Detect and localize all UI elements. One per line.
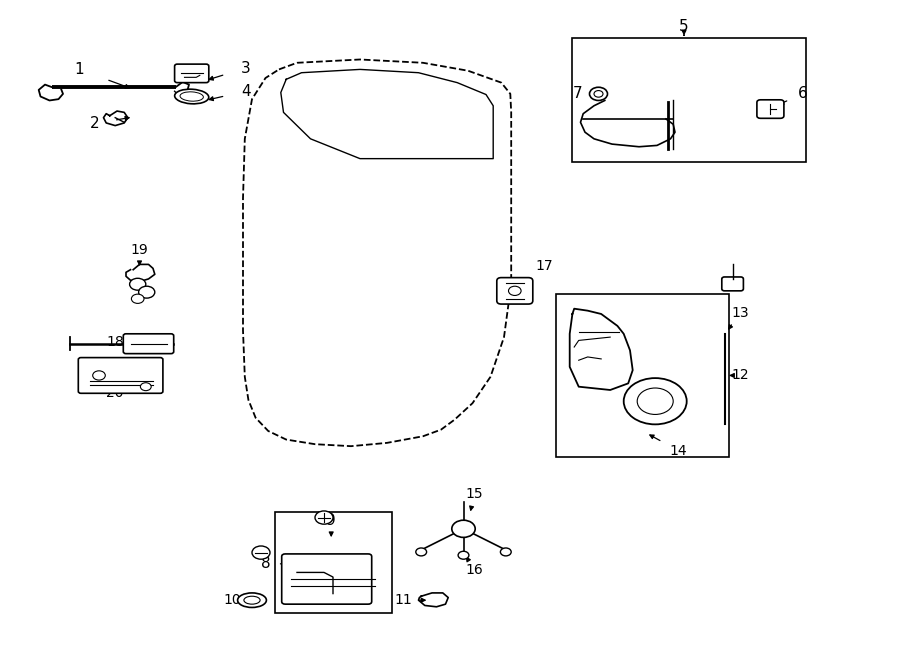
Text: 3: 3 xyxy=(241,61,250,75)
Text: 20: 20 xyxy=(106,386,124,401)
Text: 6: 6 xyxy=(798,87,807,101)
Circle shape xyxy=(131,294,144,303)
Ellipse shape xyxy=(175,89,209,104)
Text: 16: 16 xyxy=(465,563,483,577)
FancyBboxPatch shape xyxy=(722,277,743,291)
Text: 17: 17 xyxy=(536,258,554,273)
Bar xyxy=(572,38,806,162)
Text: 8: 8 xyxy=(261,557,270,571)
Text: 11: 11 xyxy=(394,593,412,607)
Circle shape xyxy=(637,388,673,414)
FancyBboxPatch shape xyxy=(757,100,784,118)
FancyBboxPatch shape xyxy=(175,64,209,83)
Text: 5: 5 xyxy=(680,19,688,34)
Circle shape xyxy=(416,548,427,556)
Text: 13: 13 xyxy=(731,305,749,320)
Text: 19: 19 xyxy=(130,243,148,257)
Circle shape xyxy=(452,520,475,537)
Polygon shape xyxy=(570,309,633,390)
Text: 1: 1 xyxy=(75,62,84,77)
Circle shape xyxy=(252,546,270,559)
Text: 14: 14 xyxy=(670,444,688,458)
Circle shape xyxy=(130,278,146,290)
Text: 9: 9 xyxy=(327,514,336,528)
Circle shape xyxy=(590,87,608,100)
Circle shape xyxy=(500,548,511,556)
Ellipse shape xyxy=(180,92,203,101)
FancyBboxPatch shape xyxy=(123,334,174,354)
Circle shape xyxy=(458,551,469,559)
Text: 7: 7 xyxy=(573,87,582,101)
Circle shape xyxy=(594,91,603,97)
Bar xyxy=(556,294,729,457)
Circle shape xyxy=(315,511,333,524)
FancyBboxPatch shape xyxy=(282,554,372,604)
Ellipse shape xyxy=(244,596,260,604)
Text: 12: 12 xyxy=(731,368,749,383)
Ellipse shape xyxy=(238,593,266,607)
Text: 18: 18 xyxy=(106,335,124,350)
Text: 10: 10 xyxy=(223,593,241,607)
Text: 4: 4 xyxy=(241,84,250,98)
Text: 15: 15 xyxy=(465,487,483,502)
Circle shape xyxy=(508,286,521,295)
Text: 2: 2 xyxy=(90,116,99,131)
Circle shape xyxy=(139,286,155,298)
Circle shape xyxy=(624,378,687,424)
FancyBboxPatch shape xyxy=(78,358,163,393)
Circle shape xyxy=(93,371,105,380)
Bar xyxy=(274,512,392,613)
Circle shape xyxy=(140,383,151,391)
FancyBboxPatch shape xyxy=(497,278,533,304)
